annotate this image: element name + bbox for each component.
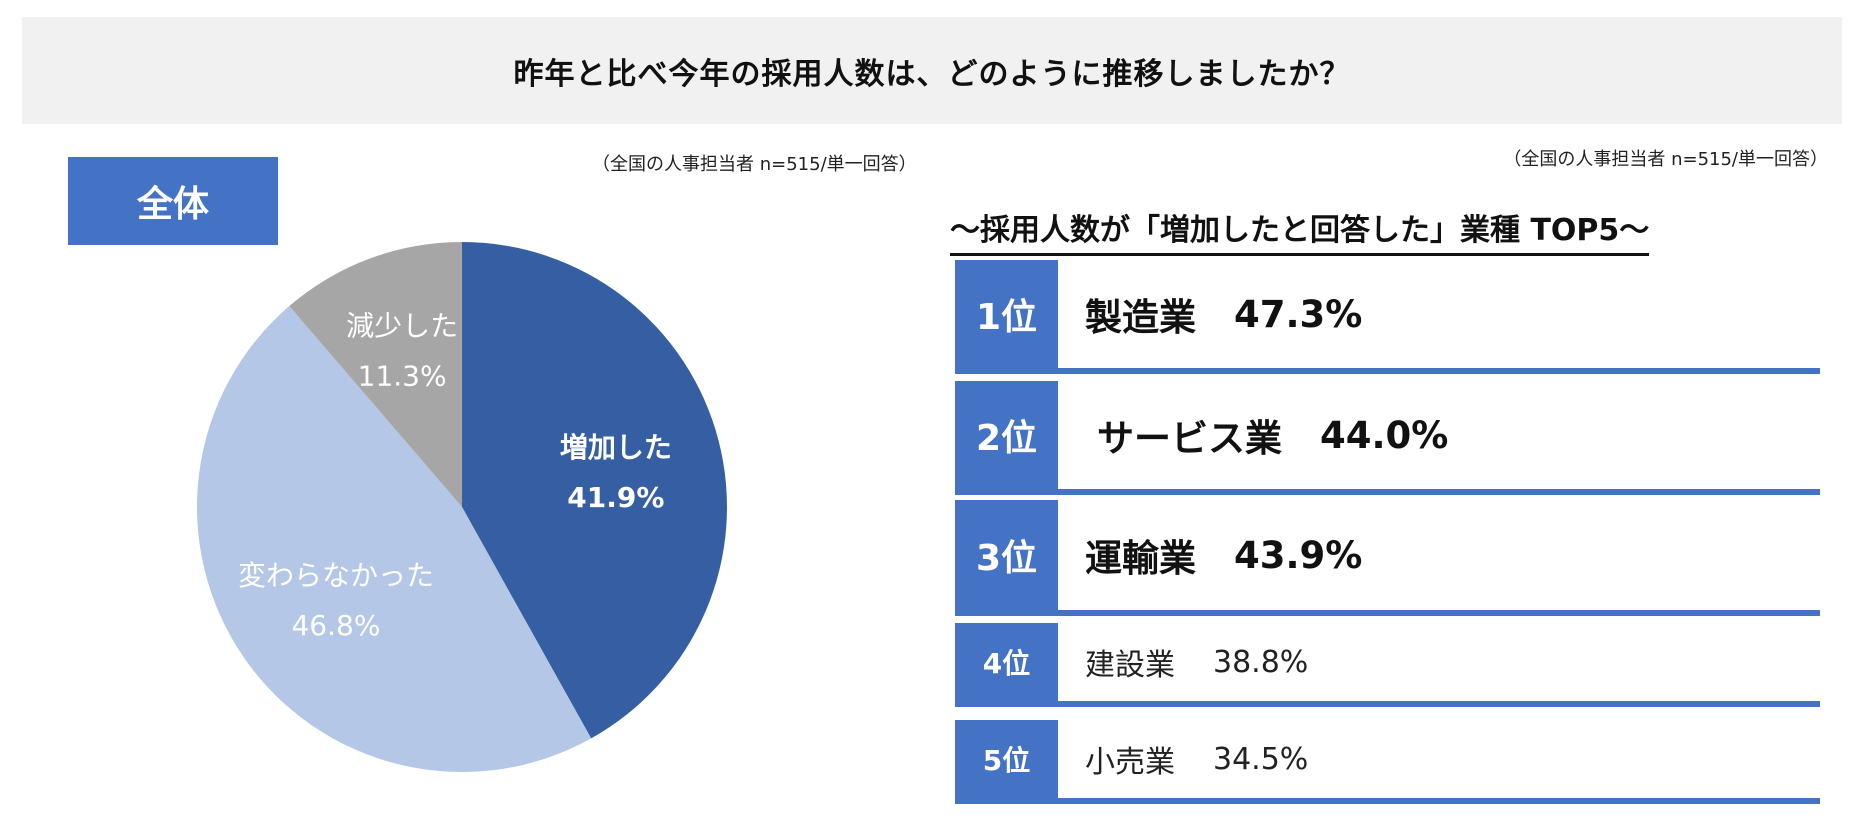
top5-title: 〜採用人数が「増加したと回答した」業種 TOP5〜	[950, 205, 1650, 256]
rank-badge-2: 2位	[955, 381, 1058, 489]
overall-pie-chart: 増加した 41.9% 変わらなかった 46.8% 減少した 11.3%	[196, 242, 728, 772]
chart-title: 昨年と比べ今年の採用人数は、どのように推移しましたか？	[513, 56, 1351, 92]
pie-value-label-3: 11.3%	[358, 359, 447, 392]
rank-percent-2: 44.0%	[1320, 413, 1449, 457]
rank-industry-3: 運輸業	[1085, 537, 1196, 580]
pie-slice-2	[196, 306, 592, 772]
rank-industry-1: 製造業	[1085, 296, 1196, 339]
rank-item-3: 運輸業 43.9%	[1085, 500, 1362, 610]
rank-item-1: 製造業 47.3%	[1085, 260, 1362, 368]
rank-badge-1: 1位	[955, 260, 1058, 368]
rank-industry-4: 建設業	[1085, 648, 1175, 683]
rank-row-4: 4位 建設業 38.8%	[955, 623, 1820, 707]
rank-row-3: 3位 運輸業 43.9%	[955, 500, 1820, 616]
pie-value-label-1: 41.9%	[567, 481, 664, 514]
rank-badge-4: 4位	[955, 623, 1058, 701]
pie-category-label-2: 変わらなかった	[238, 559, 434, 592]
rank-item-2: サービス業 44.0%	[1097, 381, 1448, 489]
rank-row-5: 5位 小売業 34.5%	[955, 720, 1820, 804]
rank-percent-5: 34.5%	[1213, 741, 1309, 777]
pie-slice-3	[289, 242, 462, 507]
pie-category-label-3: 減少した	[346, 309, 458, 342]
overall-sample-note: （全国の人事担当者 n=515/単一回答）	[592, 154, 917, 175]
rank-badge-5: 5位	[955, 720, 1058, 798]
rank-industry-5: 小売業	[1085, 745, 1175, 780]
title-banner: 昨年と比べ今年の採用人数は、どのように推移しましたか？	[22, 17, 1842, 124]
rank-item-5: 小売業 34.5%	[1085, 720, 1308, 798]
rank-row-2: 2位 サービス業 44.0%	[955, 381, 1820, 495]
rank-percent-3: 43.9%	[1234, 533, 1363, 577]
rank-row-1: 1位 製造業 47.3%	[955, 260, 1820, 374]
overall-badge: 全体	[68, 157, 278, 245]
rank-industry-2: サービス業	[1097, 417, 1282, 460]
rank-percent-1: 47.3%	[1234, 292, 1363, 336]
rank-badge-3: 3位	[955, 500, 1058, 610]
pie-value-label-2: 46.8%	[291, 609, 380, 642]
top5-sample-note: （全国の人事担当者 n=515/単一回答）	[1503, 149, 1828, 170]
pie-slice-1	[462, 242, 728, 739]
rank-percent-4: 38.8%	[1213, 644, 1309, 680]
rank-item-4: 建設業 38.8%	[1085, 623, 1308, 701]
pie-category-label-1: 増加した	[560, 431, 672, 464]
